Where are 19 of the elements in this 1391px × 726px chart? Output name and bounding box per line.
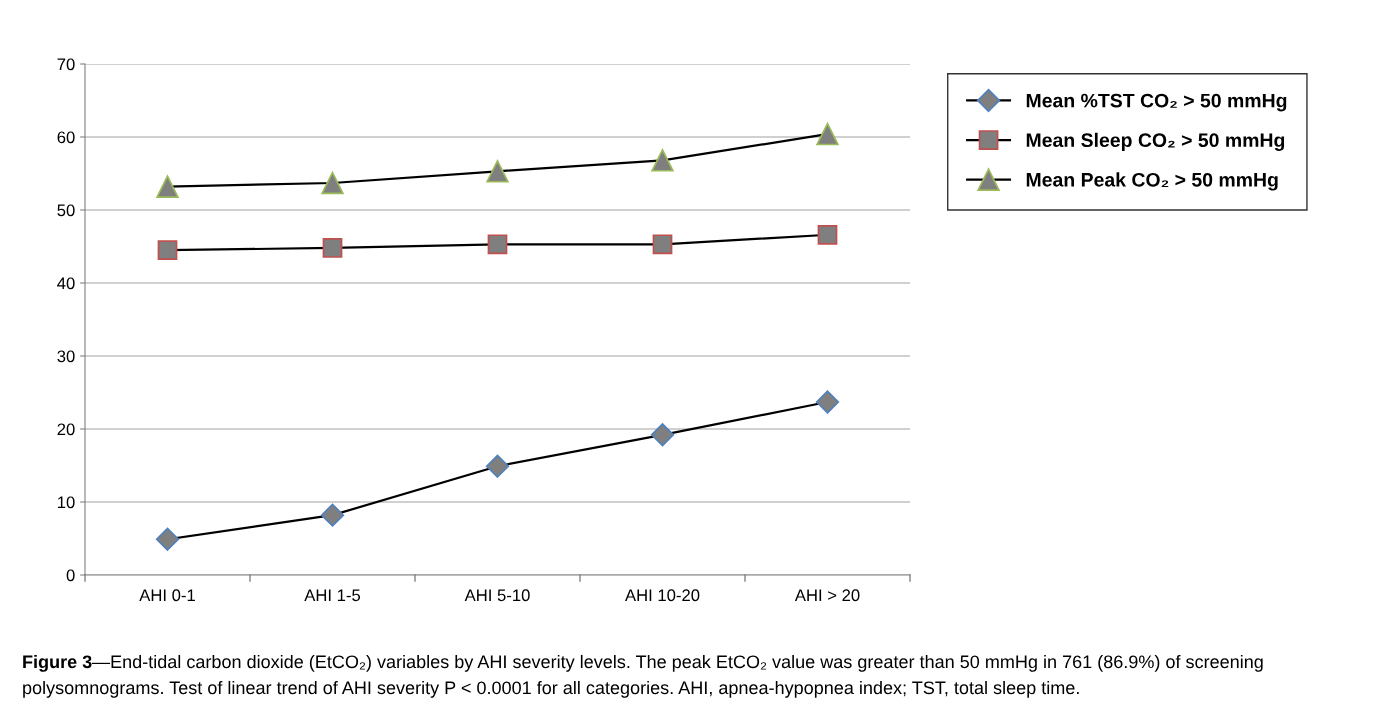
y-tick-label: 60 xyxy=(57,131,75,144)
y-tick-label: 20 xyxy=(57,423,75,436)
y-tick-label: 70 xyxy=(57,58,75,71)
x-tick-label: AHI > 20 xyxy=(794,589,860,602)
x-tick-label: AHI 10-20 xyxy=(625,589,700,602)
text: polysomnograms. Test of linear trend of AHI severity P < 0.0001 for all categories. AHI, apnea-hypopnea index; TST, total sleep time. xyxy=(23,680,1079,698)
y-tick-label: 10 xyxy=(58,496,75,509)
legend-label: Mean Sleep CO₂ > 50 mmHg xyxy=(1026,132,1285,151)
legend-label: Mean %TST CO₂ > 50 mmHg xyxy=(1026,93,1287,112)
text: —End-tidal carbon dioxide (EtCO₂) variables by AHI severity levels. The peak EtCO₂ value was greater than 50 mmHg in 761 (86.9%) of screening xyxy=(92,654,1263,672)
x-tick-label: AHI 5-10 xyxy=(464,589,530,602)
legend-label: Mean Peak CO₂ > 50 mmHg xyxy=(1026,172,1278,191)
y-tick-label: 40 xyxy=(57,277,75,290)
caption: Figure 3 xyxy=(23,654,92,672)
y-tick-label: 50 xyxy=(57,204,75,217)
y-tick-label: 0 xyxy=(66,569,75,582)
x-tick-label: AHI 0-1 xyxy=(139,589,195,602)
y-tick-label: 30 xyxy=(57,350,75,363)
x-tick-label: AHI 1-5 xyxy=(304,589,361,602)
